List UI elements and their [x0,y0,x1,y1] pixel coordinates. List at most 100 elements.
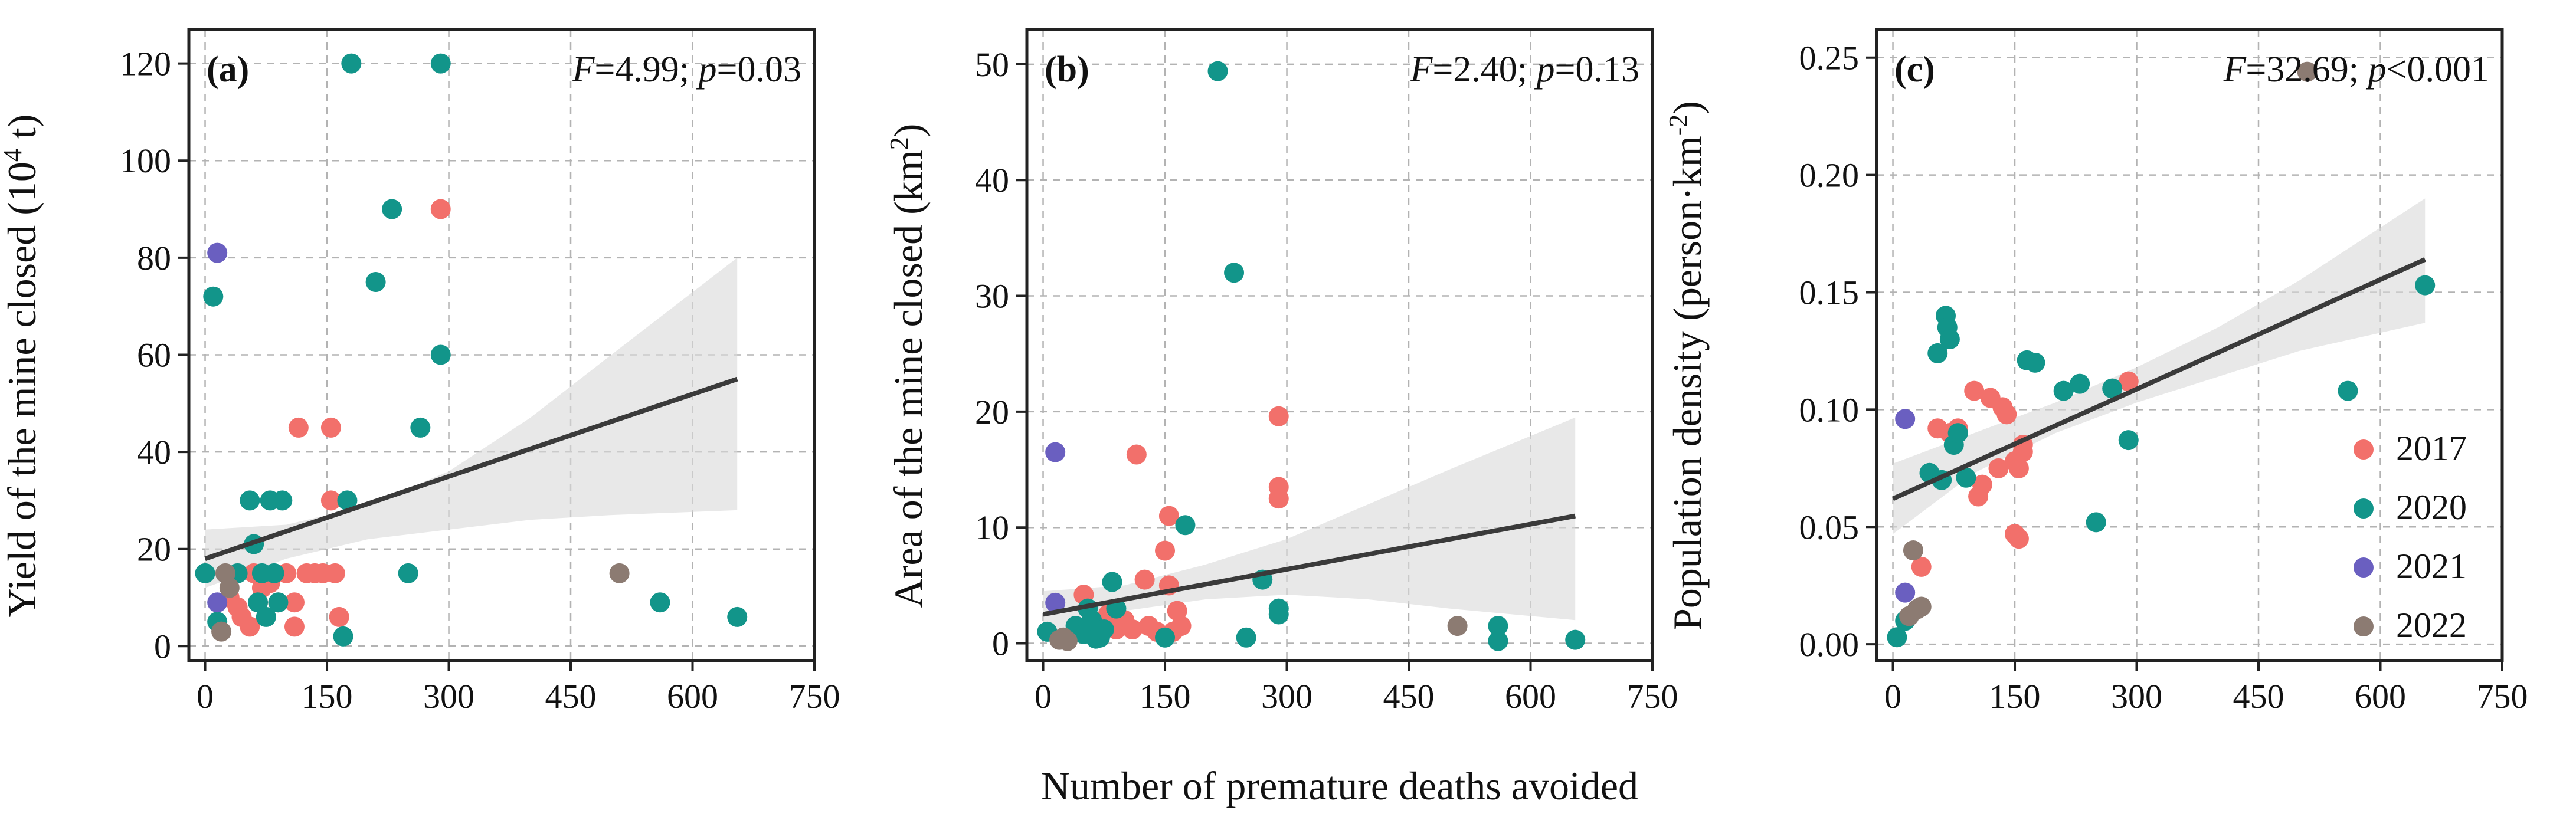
point-2020 [2053,380,2074,401]
x-tick-label: 0 [1035,677,1052,716]
point-2020 [398,563,418,583]
y-tick-label: 10 [975,508,1009,547]
point-2017 [1972,474,1992,495]
point-2020 [240,490,260,511]
legend-marker-2017 [2354,439,2374,460]
point-2017 [320,417,341,438]
point-2020 [1155,627,1176,648]
point-2022 [1057,631,1078,651]
y-tick-label: 0 [992,625,1009,663]
fit-line [1042,513,1576,617]
point-2020 [1236,627,1256,648]
point-2020 [2118,430,2139,451]
point-2020 [1956,467,1976,488]
point-2020 [1224,263,1245,283]
point-2017 [430,199,451,219]
y-tick-label: 100 [120,142,171,180]
point-2020 [727,606,748,627]
x-tick-label: 0 [1884,677,1901,716]
y-tick-label: 0.00 [1799,625,1860,664]
point-2020 [1207,61,1228,81]
point-2020 [1488,616,1508,636]
point-2020 [365,272,386,292]
point-2017 [1911,556,1932,577]
point-2020 [2415,275,2436,296]
point-2020 [195,563,215,583]
point-2020 [1565,629,1586,650]
point-2020 [248,592,269,613]
x-tick-label: 450 [2233,677,2284,716]
point-2020 [1887,627,1907,648]
ylabel-area: Area of the mine closed (km2) [885,124,931,608]
point-2017 [329,606,349,627]
x-tick-label: 150 [1989,677,2041,716]
point-2021 [207,592,228,613]
legend: 2017 2020 2021 2022 [2354,429,2467,645]
point-2020 [650,592,670,613]
ylabel-yield: Yield of the mine closed (104 t) [0,114,44,618]
x-tick-label: 750 [789,677,840,716]
point-2022 [2297,61,2318,82]
y-tick-label: 60 [137,336,171,374]
point-2020 [1102,572,1122,592]
panel-b-label: (b) [1045,50,1089,90]
panel-b-area: Area of the mine closed (km2) 0 150 300 450… [885,28,1678,716]
point-2017 [1171,616,1192,636]
panel-c-density: Population density (person·km-2) 0 150 300… [1664,28,2528,716]
point-2020 [430,344,451,365]
x-tick-label: 450 [545,677,597,716]
point-2017 [1268,406,1289,426]
panel-c-label: (c) [1894,50,1935,90]
point-2020 [333,626,353,647]
legend-label-2020: 2020 [2396,488,2467,527]
point-2017 [1996,404,2017,425]
point-2017 [1155,540,1176,561]
x-tick-label: 150 [1140,677,1191,716]
point-2017 [284,592,305,613]
point-2020 [2070,373,2090,394]
y-tick-label: 30 [975,277,1009,316]
y-tick-label: 0.05 [1799,508,1860,546]
point-2020 [2025,352,2045,373]
point-2020 [256,606,276,627]
x-tick-label: 600 [1505,677,1556,716]
fit-line [204,376,738,561]
legend-marker-2020 [2354,498,2374,519]
y-tick-label: 40 [975,161,1009,199]
y-tick-label: 80 [137,239,171,277]
point-2021 [1895,582,1916,603]
point-2017 [1126,444,1147,465]
point-2017 [1268,488,1289,509]
point-2017 [320,490,341,511]
point-2017 [1122,619,1143,639]
point-2022 [211,621,232,642]
legend-label-2022: 2022 [2396,606,2467,645]
point-2020 [430,53,451,74]
legend-label-2017: 2017 [2396,429,2467,468]
x-tick-label: 750 [2477,677,2528,716]
legend-label-2021: 2021 [2396,547,2467,586]
point-2017 [288,417,309,438]
x-tick-label: 600 [667,677,718,716]
y-tick-label: 20 [975,393,1009,431]
point-2020 [268,592,289,613]
point-2022 [1903,540,1923,561]
point-2020 [337,490,358,511]
x-tick-label: 300 [423,677,474,716]
point-2022 [609,563,630,583]
ylabel-density: Population density (person·km-2) [1664,101,1710,631]
point-2021 [207,242,228,263]
panel-b-frame [1025,28,1654,662]
point-2020 [1268,604,1289,625]
point-2020 [382,199,402,219]
x-tick-label: 300 [1261,677,1312,716]
point-2020 [264,563,284,583]
point-2017 [240,616,260,637]
x-tick-label: 0 [197,677,214,716]
x-tick-label: 600 [2355,677,2406,716]
point-2020 [1488,631,1508,651]
point-2017 [2008,458,2029,478]
point-2017 [325,563,345,583]
point-2017 [2008,529,2029,549]
